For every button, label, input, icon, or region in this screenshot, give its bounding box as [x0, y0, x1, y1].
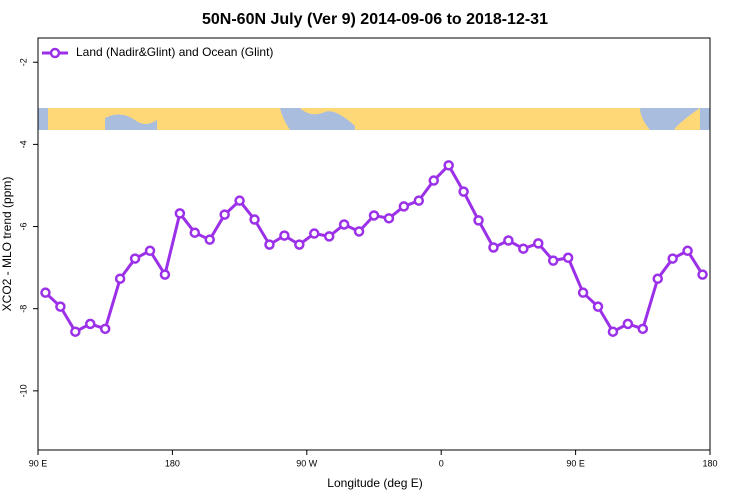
data-point	[323, 231, 335, 242]
data-point	[592, 301, 604, 312]
data-point	[398, 201, 410, 212]
x-tick-label: 90 E	[29, 458, 48, 468]
x-tick-label: 90 W	[296, 458, 318, 468]
data-point	[503, 235, 514, 246]
data-point	[547, 255, 559, 266]
data-point	[413, 195, 425, 206]
data-point	[488, 242, 499, 253]
data-point	[114, 273, 126, 284]
y-tick-label: -2	[18, 58, 28, 66]
data-point	[219, 209, 230, 220]
data-point	[428, 175, 439, 186]
data-point	[368, 210, 380, 221]
y-axis-label: XCO2 - MLO trend (ppm)	[0, 177, 14, 312]
data-point	[294, 239, 305, 250]
data-point	[353, 226, 365, 237]
y-tick-label: -6	[18, 223, 28, 231]
data-point	[338, 219, 350, 230]
legend: Land (Nadir&Glint) and Ocean (Glint)	[42, 45, 273, 59]
data-point	[264, 239, 275, 250]
y-tick-label: -10	[18, 384, 28, 397]
chart-title: 50N-60N July (Ver 9) 2014-09-06 to 2018-…	[202, 11, 548, 28]
x-tick-label: 0	[439, 458, 444, 468]
data-point	[652, 273, 663, 284]
y-tick-label: -8	[18, 305, 28, 313]
x-tick-label: 90 E	[566, 458, 585, 468]
legend-marker	[49, 47, 61, 59]
x-tick-label: 180	[165, 458, 180, 468]
data-point	[667, 253, 678, 264]
data-point	[443, 160, 454, 171]
data-point	[144, 245, 156, 257]
data-point	[383, 213, 395, 224]
x-axis-label: Longitude (deg E)	[327, 476, 422, 490]
data-point	[309, 228, 320, 239]
data-point	[174, 208, 186, 219]
data-point	[682, 245, 693, 257]
data-point	[473, 215, 484, 226]
data-point	[159, 269, 171, 280]
data-point	[458, 186, 469, 197]
data-point	[70, 326, 81, 337]
data-point	[637, 323, 649, 335]
data-point	[622, 318, 634, 330]
data-point	[129, 253, 141, 264]
data-point	[234, 195, 245, 206]
data-point	[562, 252, 574, 264]
data-point	[697, 269, 708, 280]
data-point	[40, 287, 51, 298]
data-point	[279, 230, 290, 241]
data-point	[189, 227, 201, 238]
legend-label: Land (Nadir&Glint) and Ocean (Glint)	[76, 45, 273, 59]
y-tick-label: -4	[18, 140, 28, 148]
plot-frame	[37, 37, 711, 451]
data-point	[577, 287, 589, 298]
data-point	[55, 301, 66, 312]
x-tick-label: 180	[702, 458, 717, 468]
map-strip	[38, 108, 710, 130]
data-point	[249, 214, 260, 225]
series-line	[44, 162, 704, 334]
data-point	[204, 234, 215, 245]
data-point	[607, 326, 619, 337]
data-point	[533, 238, 544, 249]
data-point	[99, 323, 111, 335]
data-point	[518, 243, 529, 254]
data-point	[85, 318, 96, 330]
